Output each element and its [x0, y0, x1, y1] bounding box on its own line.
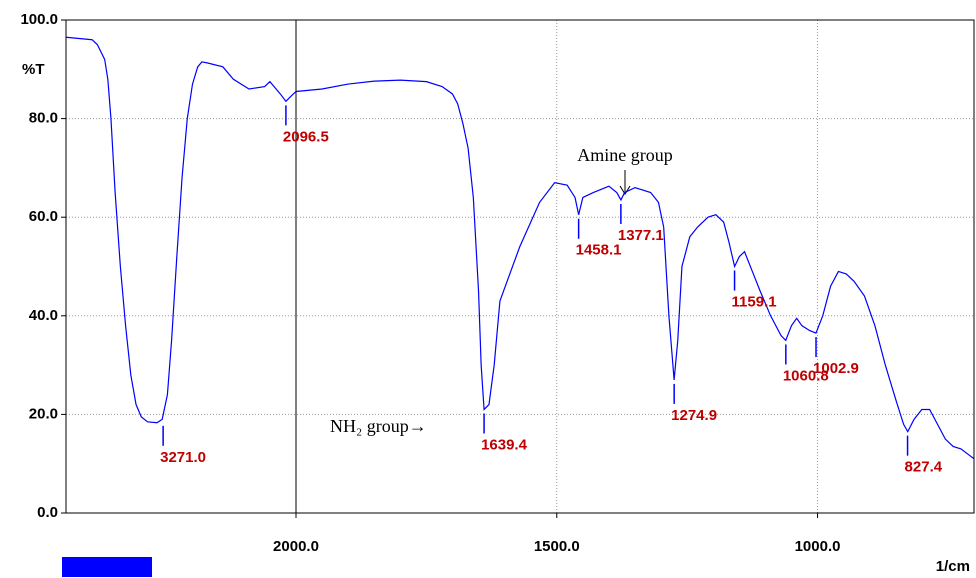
annotation: NH₂ group→	[330, 416, 427, 436]
peak-label: 1002.9	[813, 360, 859, 377]
peak-label: 1159.1	[732, 293, 777, 310]
x-tick-label: 1000.0	[795, 538, 841, 555]
peak-label: 1377.1	[618, 227, 664, 244]
y-tick-label: 60.0	[29, 208, 58, 225]
x-tick-label: 1500.0	[534, 538, 580, 555]
peak-label: 1060.8	[783, 367, 829, 384]
peak-label: 1458.1	[576, 242, 622, 259]
y-tick-label: 100.0	[20, 11, 58, 28]
y-tick-label: 80.0	[29, 110, 58, 127]
peak-label: 2096.5	[283, 128, 329, 145]
legend-swatch	[62, 557, 152, 577]
x-axis-label: 1/cm	[936, 558, 970, 575]
y-tick-label: 40.0	[29, 307, 58, 324]
annotation: Amine group	[577, 145, 672, 165]
peak-label: 1274.9	[671, 407, 717, 424]
spectrum-line	[65, 36, 975, 460]
peak-label: 3271.0	[160, 449, 206, 466]
y-tick-label: 20.0	[29, 405, 58, 422]
y-axis-label: %T	[22, 61, 45, 78]
peak-label: 827.4	[905, 459, 943, 476]
plot-frame	[65, 19, 975, 514]
annotation-arrow	[619, 185, 631, 195]
x-tick-label: 2000.0	[273, 538, 319, 555]
y-tick-label: 0.0	[37, 504, 58, 521]
peak-label: 1639.4	[481, 436, 528, 453]
